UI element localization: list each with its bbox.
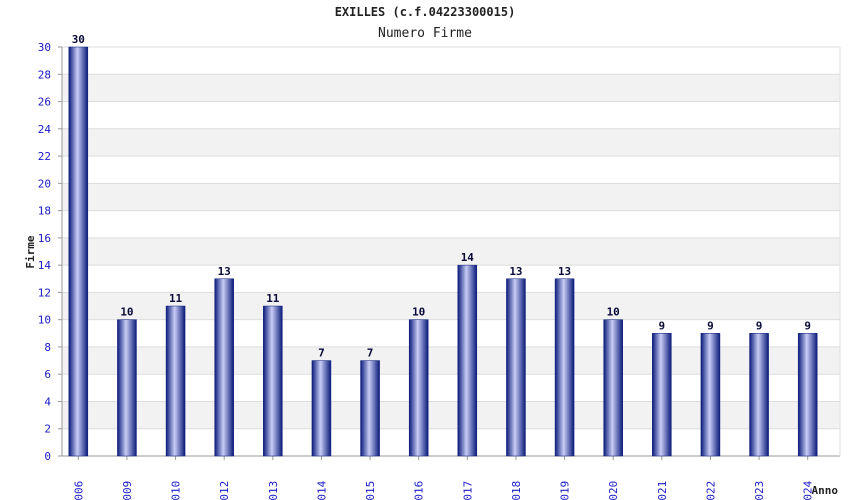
bar-value-label: 14 xyxy=(461,251,475,264)
bar-value-label: 11 xyxy=(169,292,183,305)
x-tick-label: 2022 xyxy=(704,481,717,500)
bar xyxy=(214,278,234,457)
y-tick-label: 18 xyxy=(38,205,51,218)
bar xyxy=(797,333,818,457)
bar xyxy=(263,305,283,457)
bar-value-label: 7 xyxy=(318,347,325,360)
bar-value-label: 13 xyxy=(509,265,522,278)
bar xyxy=(117,319,137,457)
x-tick-label: 2016 xyxy=(413,481,426,500)
bar xyxy=(506,278,526,457)
y-tick-label: 24 xyxy=(38,123,52,136)
bar-value-label: 30 xyxy=(72,33,85,46)
bar xyxy=(68,46,89,457)
x-tick-label: 2023 xyxy=(753,481,766,500)
bar xyxy=(360,360,380,457)
bar-value-label: 9 xyxy=(659,319,666,332)
bar-value-label: 10 xyxy=(412,306,425,319)
x-tick-label: 2021 xyxy=(656,481,669,500)
bar-value-label: 13 xyxy=(218,265,231,278)
bar xyxy=(165,305,186,457)
x-tick-label: 2015 xyxy=(364,481,377,500)
bar xyxy=(603,319,623,457)
y-tick-label: 20 xyxy=(38,177,51,190)
y-tick-label: 0 xyxy=(44,450,51,463)
bar xyxy=(700,333,721,457)
x-tick-label: 2020 xyxy=(607,481,620,500)
x-tick-label: 2017 xyxy=(461,481,474,500)
bar-value-label: 7 xyxy=(367,347,374,360)
bar xyxy=(311,360,332,457)
chart-subtitle: Numero Firme xyxy=(378,26,472,41)
bar xyxy=(554,278,575,457)
bar xyxy=(457,264,478,457)
x-tick-label: 2010 xyxy=(170,481,183,500)
grid-band xyxy=(62,292,840,320)
y-tick-label: 16 xyxy=(38,232,51,245)
bar-value-label: 10 xyxy=(120,306,133,319)
y-tick-label: 12 xyxy=(38,286,51,299)
y-tick-label: 8 xyxy=(44,341,51,354)
bar-value-label: 11 xyxy=(266,292,280,305)
x-tick-label: 2019 xyxy=(559,481,572,500)
y-tick-label: 26 xyxy=(38,96,51,109)
y-tick-label: 10 xyxy=(38,314,51,327)
grid-band xyxy=(62,74,840,102)
x-tick-label: 2024 xyxy=(802,480,815,500)
bar-value-label: 9 xyxy=(707,319,714,332)
bar-value-label: 9 xyxy=(804,319,811,332)
bar xyxy=(408,319,429,457)
bar-value-label: 10 xyxy=(607,306,620,319)
bar-value-label: 9 xyxy=(756,319,763,332)
y-axis-label: Firme xyxy=(24,235,37,268)
x-axis-label: Anno xyxy=(812,484,839,497)
grid-band xyxy=(62,237,840,266)
y-tick-label: 28 xyxy=(38,68,51,81)
y-tick-label: 14 xyxy=(38,259,52,272)
chart-title: EXILLES (c.f.04223300015) xyxy=(334,5,516,19)
x-tick-label: 2006 xyxy=(72,481,85,500)
grid-band xyxy=(62,128,840,157)
y-tick-label: 4 xyxy=(44,395,51,408)
y-tick-label: 2 xyxy=(44,423,51,436)
x-tick-label: 2009 xyxy=(121,481,134,500)
bar-value-label: 13 xyxy=(558,265,571,278)
x-tick-label: 2014 xyxy=(315,480,328,500)
y-tick-label: 22 xyxy=(38,150,51,163)
x-tick-label: 2018 xyxy=(510,481,523,500)
grid-band xyxy=(62,183,840,211)
bar xyxy=(749,333,769,457)
y-tick-label: 6 xyxy=(44,368,51,381)
y-tick-label: 30 xyxy=(38,41,51,54)
bar xyxy=(652,333,672,457)
x-tick-label: 2013 xyxy=(267,481,280,500)
x-tick-label: 2012 xyxy=(218,481,231,500)
